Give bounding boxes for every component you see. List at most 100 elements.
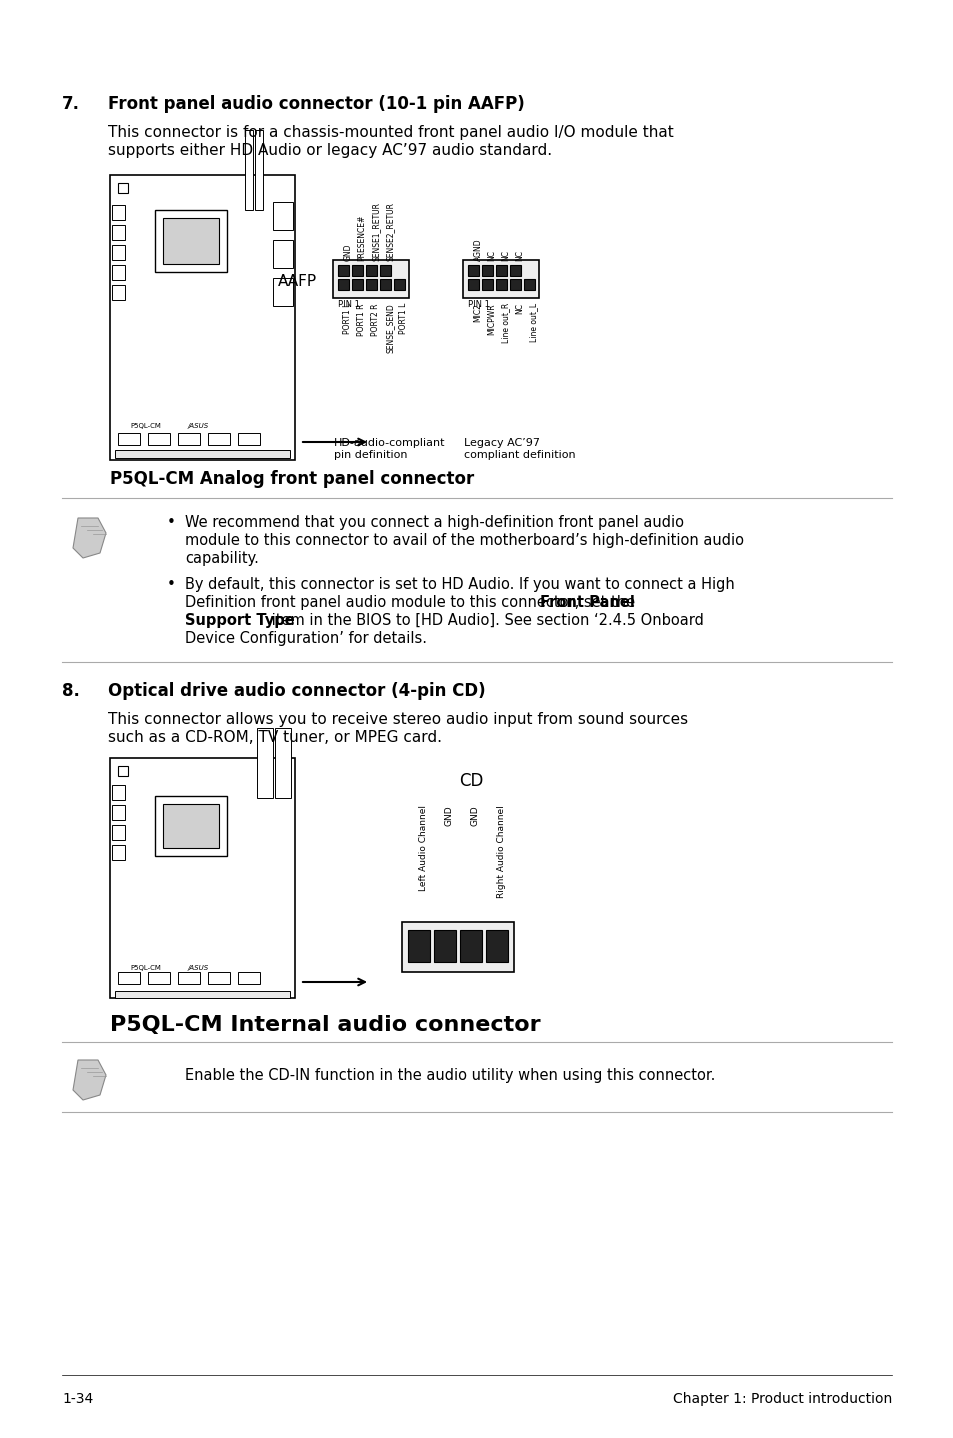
Text: GND: GND xyxy=(444,805,454,825)
Text: CD: CD xyxy=(458,772,482,789)
Text: AAFP: AAFP xyxy=(277,273,316,289)
Bar xyxy=(208,972,230,984)
Bar xyxy=(115,450,290,457)
Bar xyxy=(237,433,260,444)
Text: SENSE2_RETUR: SENSE2_RETUR xyxy=(385,201,395,262)
Text: PORT1 L: PORT1 L xyxy=(343,303,352,335)
Bar xyxy=(254,129,263,210)
Bar xyxy=(112,285,125,301)
Bar xyxy=(112,805,125,820)
Text: Optical drive audio connector (4-pin CD): Optical drive audio connector (4-pin CD) xyxy=(108,682,485,700)
Bar xyxy=(163,219,219,265)
Bar xyxy=(163,804,219,848)
Text: /ASUS: /ASUS xyxy=(188,423,209,429)
Text: NC: NC xyxy=(515,303,524,313)
Bar xyxy=(148,972,170,984)
Text: PORT1 R: PORT1 R xyxy=(357,303,366,335)
Text: This connector is for a chassis-mounted front panel audio I/O module that: This connector is for a chassis-mounted … xyxy=(108,125,673,139)
Bar xyxy=(178,433,200,444)
Text: capability.: capability. xyxy=(185,551,258,567)
Bar xyxy=(118,766,128,777)
Text: MICPWR: MICPWR xyxy=(487,303,496,335)
Bar xyxy=(245,129,253,210)
Text: Line out_L: Line out_L xyxy=(529,303,537,342)
Text: •: • xyxy=(167,515,175,531)
Text: Front Panel: Front Panel xyxy=(539,595,634,610)
Bar xyxy=(496,279,506,290)
Text: item in the BIOS to [HD Audio]. See section ‘2.4.5 Onboard: item in the BIOS to [HD Audio]. See sect… xyxy=(267,613,703,628)
Text: P5QL-CM: P5QL-CM xyxy=(130,965,161,971)
Text: Definition front panel audio module to this connector, set the: Definition front panel audio module to t… xyxy=(185,595,639,610)
Bar xyxy=(273,278,293,306)
Text: 8.: 8. xyxy=(62,682,80,700)
Bar xyxy=(401,922,514,972)
Text: Device Configuration’ for details.: Device Configuration’ for details. xyxy=(185,631,427,646)
Bar xyxy=(112,846,125,860)
Bar xyxy=(485,930,507,962)
Bar xyxy=(510,279,520,290)
Text: GND: GND xyxy=(343,243,352,262)
Bar xyxy=(496,265,506,276)
Bar xyxy=(112,265,125,280)
Bar xyxy=(112,785,125,800)
Text: Line out_R: Line out_R xyxy=(501,303,510,344)
Text: This connector allows you to receive stereo audio input from sound sources: This connector allows you to receive ste… xyxy=(108,712,687,728)
Text: PORT1 L: PORT1 L xyxy=(399,303,408,335)
Text: HD-audio-compliant: HD-audio-compliant xyxy=(334,439,445,449)
Text: Left Audio Channel: Left Audio Channel xyxy=(418,805,428,892)
Bar xyxy=(110,758,294,998)
Bar xyxy=(459,930,481,962)
Text: P5QL-CM: P5QL-CM xyxy=(130,423,161,429)
Bar xyxy=(112,224,125,240)
Text: SENSE_SEND: SENSE_SEND xyxy=(385,303,395,352)
Bar xyxy=(118,183,128,193)
Polygon shape xyxy=(73,1060,106,1100)
Text: PIN 1: PIN 1 xyxy=(468,301,489,309)
Text: PORT2 R: PORT2 R xyxy=(371,303,380,335)
FancyArrowPatch shape xyxy=(302,979,364,985)
Text: P5QL-CM Analog front panel connector: P5QL-CM Analog front panel connector xyxy=(110,470,474,487)
Bar xyxy=(379,265,391,276)
Bar xyxy=(112,206,125,220)
Bar xyxy=(256,728,273,798)
Bar xyxy=(154,797,227,856)
Text: We recommend that you connect a high-definition front panel audio: We recommend that you connect a high-def… xyxy=(185,515,683,531)
Bar xyxy=(148,433,170,444)
Bar xyxy=(118,972,140,984)
Text: Support Type: Support Type xyxy=(185,613,294,628)
Text: such as a CD-ROM, TV tuner, or MPEG card.: such as a CD-ROM, TV tuner, or MPEG card… xyxy=(108,731,441,745)
Text: Enable the CD-IN function in the audio utility when using this connector.: Enable the CD-IN function in the audio u… xyxy=(185,1068,715,1083)
Bar xyxy=(462,260,538,298)
Text: SENSE1_RETUR: SENSE1_RETUR xyxy=(371,201,380,262)
Bar xyxy=(352,265,363,276)
Bar xyxy=(366,279,376,290)
Text: NC: NC xyxy=(515,250,524,262)
Bar xyxy=(112,244,125,260)
Text: /ASUS: /ASUS xyxy=(188,965,209,971)
Text: compliant definition: compliant definition xyxy=(463,450,575,460)
Text: NC: NC xyxy=(501,250,510,262)
FancyArrowPatch shape xyxy=(302,439,364,446)
Bar xyxy=(273,240,293,267)
Bar xyxy=(468,265,478,276)
Text: •: • xyxy=(167,577,175,592)
Text: NC: NC xyxy=(487,250,496,262)
Text: supports either HD Audio or legacy AC’97 audio standard.: supports either HD Audio or legacy AC’97… xyxy=(108,142,552,158)
Bar xyxy=(481,265,493,276)
Bar xyxy=(408,930,430,962)
Polygon shape xyxy=(73,518,106,558)
Bar xyxy=(337,279,349,290)
Bar xyxy=(333,260,409,298)
Bar xyxy=(366,265,376,276)
Bar xyxy=(434,930,456,962)
Bar xyxy=(337,265,349,276)
Text: 1-34: 1-34 xyxy=(62,1392,93,1406)
Bar xyxy=(274,728,291,798)
Bar xyxy=(154,210,227,272)
Bar xyxy=(379,279,391,290)
Text: P5QL-CM Internal audio connector: P5QL-CM Internal audio connector xyxy=(110,1015,540,1035)
Text: PRESENCE#: PRESENCE# xyxy=(357,214,366,262)
Text: Chapter 1: Product introduction: Chapter 1: Product introduction xyxy=(672,1392,891,1406)
Bar xyxy=(112,825,125,840)
Text: Right Audio Channel: Right Audio Channel xyxy=(497,805,505,897)
